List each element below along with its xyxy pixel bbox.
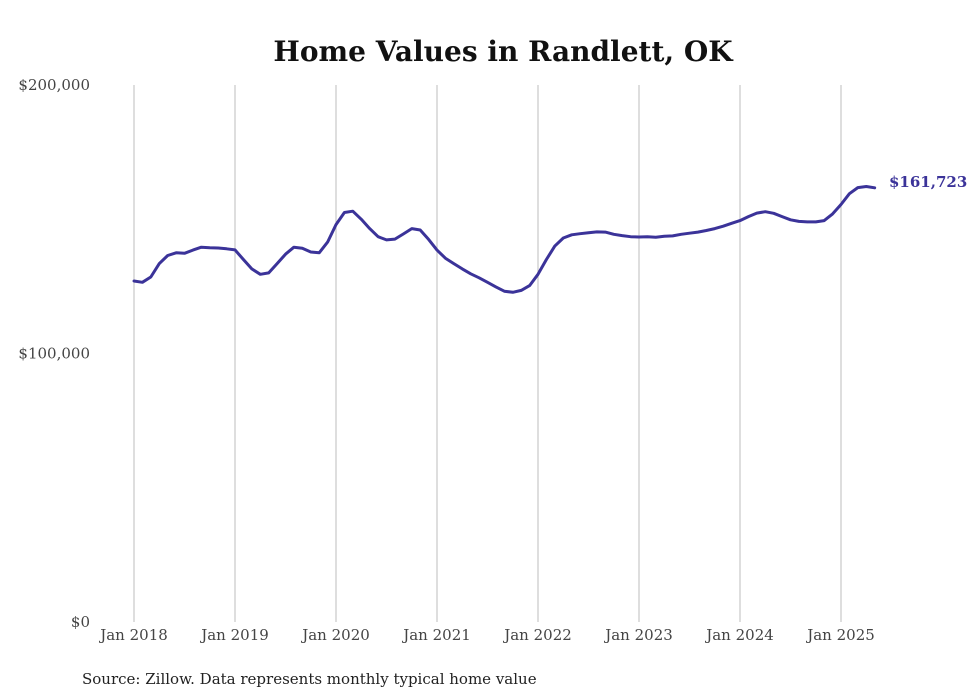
series-layer bbox=[132, 185, 877, 294]
end-value-label: $161,723 bbox=[889, 173, 967, 191]
y-tick-label: $0 bbox=[71, 613, 90, 631]
x-tick-label: Jan 2025 bbox=[805, 626, 875, 644]
x-axis-ticks: Jan 2018 Jan 2019 Jan 2020 Jan 2021 Jan 2022… bbox=[98, 626, 875, 644]
x-tick-label: Jan 2023 bbox=[603, 626, 673, 644]
gridlines bbox=[133, 85, 842, 622]
x-tick-label: Jan 2024 bbox=[704, 626, 774, 644]
x-tick-label: Jan 2020 bbox=[300, 626, 370, 644]
x-tick-label: Jan 2018 bbox=[98, 626, 168, 644]
source-note: Source: Zillow. Data represents monthly … bbox=[82, 670, 537, 688]
y-tick-label: $100,000 bbox=[18, 345, 90, 363]
x-tick-label: Jan 2019 bbox=[199, 626, 269, 644]
y-tick-label: $200,000 bbox=[18, 76, 90, 94]
series-line-0 bbox=[132, 185, 877, 294]
y-axis-ticks: $0 $100,000 $200,000 bbox=[18, 76, 90, 631]
chart-title: Home Values in Randlett, OK bbox=[273, 35, 734, 68]
x-tick-label: Jan 2022 bbox=[502, 626, 572, 644]
x-tick-label: Jan 2021 bbox=[401, 626, 471, 644]
